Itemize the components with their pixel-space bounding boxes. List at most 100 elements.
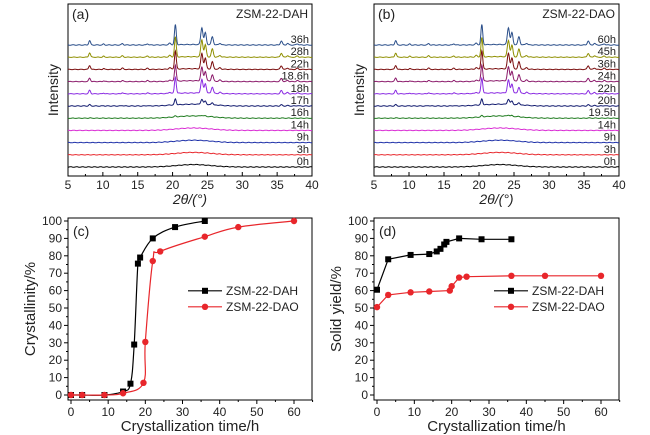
- xrd-curve-14h: [68, 127, 313, 132]
- panel-label: (a): [72, 6, 89, 22]
- curve-label: 3h: [297, 144, 309, 156]
- x-tick-label: 20: [445, 405, 459, 419]
- plot-frame: [67, 3, 313, 177]
- y-tick-label: 100: [42, 214, 62, 228]
- x-tick-label: 40: [520, 405, 534, 419]
- data-point: [134, 260, 141, 267]
- data-point: [433, 248, 440, 255]
- x-tick-label: 35: [577, 178, 591, 192]
- xrd-curve-14h: [374, 127, 620, 132]
- y-tick-label: 0: [361, 388, 368, 402]
- panel-c-crystallinity: 0 10 20 30 40 50 60 70 80 90 100 0 10 20 30 40 50 60 ZSM-…: [22, 214, 314, 435]
- xrd-curve-16h: [67, 114, 313, 119]
- legend-label: ZSM-22-DAH: [226, 284, 298, 298]
- y-tick-label: 70: [355, 266, 369, 280]
- data-point: [201, 218, 208, 224]
- x-tick-label: 40: [612, 178, 626, 192]
- x-tick-label: 30: [176, 405, 190, 419]
- data-point: [426, 251, 433, 258]
- data-point: [137, 254, 144, 261]
- x-axis-label: 2θ/(°): [172, 191, 207, 207]
- xrd-curve-60h: [374, 24, 620, 46]
- legend: ZSM-22-DAH ZSM-22-DAO: [188, 284, 299, 314]
- panel-label: (c): [73, 223, 89, 239]
- y-tick-label: 80: [49, 249, 63, 263]
- x-tick-label: 10: [101, 405, 115, 419]
- y-tick-label: 50: [355, 301, 369, 315]
- y-axis-label: Solid yield/%: [328, 266, 345, 352]
- curve-label: 22h: [598, 83, 616, 95]
- x-axis-label: 2θ/(°): [478, 191, 513, 207]
- data-point: [149, 257, 156, 265]
- xrd-curve-24h: [373, 63, 620, 83]
- x-tick-label: 20: [139, 405, 153, 419]
- x-tick-label: 5: [371, 178, 378, 192]
- x-tick-label: 50: [250, 405, 264, 419]
- y-tick-label: 20: [355, 353, 369, 367]
- data-point: [140, 379, 147, 387]
- data-point: [172, 224, 179, 231]
- y-tick-label: 40: [355, 318, 369, 332]
- x-axis-ticks: 5 10 15 20 25 30 35 40: [65, 172, 319, 192]
- curve-label: 16h: [291, 107, 309, 119]
- x-tick-label: 30: [542, 178, 556, 192]
- data-point: [541, 272, 549, 280]
- y-tick-label: 70: [49, 266, 63, 280]
- xrd-curve-0h: [374, 163, 620, 168]
- data-point: [78, 391, 86, 399]
- x-tick-label: 60: [287, 405, 301, 419]
- curve-label: 18.6h: [281, 71, 309, 83]
- y-tick-label: 40: [49, 318, 63, 332]
- plot-frame: [373, 217, 620, 401]
- legend-marker: [508, 287, 514, 294]
- data-point: [385, 291, 392, 299]
- xrd-curve-18h: [68, 75, 313, 95]
- axis-ticks: 0 10 20 30 40 50 60 70 80 90 100 0 10 20 30 40 50 60: [348, 214, 621, 419]
- xrd-curve-36h: [68, 24, 313, 46]
- y-tick-label: 30: [355, 336, 369, 350]
- legend-marker: [507, 303, 515, 310]
- curve-label: 17h: [291, 95, 309, 107]
- xrd-curve-0h: [68, 163, 313, 168]
- panel-label: (b): [378, 6, 395, 22]
- data-point: [67, 391, 75, 399]
- sample-title: ZSM-22-DAH: [236, 7, 308, 21]
- x-tick-label: 0: [68, 405, 75, 419]
- curve-label: 24h: [598, 71, 616, 83]
- data-point: [385, 256, 392, 263]
- x-tick-label: 25: [507, 178, 521, 192]
- xrd-curve-3h: [68, 151, 313, 156]
- xrd-curve-19.5h: [373, 114, 620, 119]
- xrd-curve-9h: [68, 139, 312, 144]
- data-point: [235, 223, 242, 231]
- data-point: [201, 233, 208, 240]
- data-point: [119, 390, 127, 397]
- data-point: [290, 217, 298, 225]
- y-tick-label: 20: [49, 353, 63, 367]
- data-point: [478, 236, 485, 243]
- curve-label: 20h: [598, 95, 616, 107]
- y-tick-label: 10: [355, 371, 369, 385]
- curve-label: 60h: [598, 34, 616, 46]
- data-point: [131, 341, 138, 348]
- xrd-curve-3h: [374, 151, 620, 156]
- x-tick-label: 40: [213, 405, 227, 419]
- data-point: [597, 272, 605, 280]
- data-point: [149, 235, 156, 242]
- xrd-curve-28h: [68, 36, 313, 58]
- curve-label: 9h: [297, 132, 309, 144]
- x-tick-label: 35: [270, 178, 284, 192]
- data-point: [127, 380, 134, 387]
- y-tick-label: 80: [355, 249, 369, 263]
- y-tick-label: 100: [348, 214, 368, 228]
- data-point: [373, 303, 381, 311]
- series: [67, 217, 298, 399]
- curve-label: 36h: [598, 58, 616, 70]
- y-tick-label: 10: [49, 371, 63, 385]
- y-tick-label: 30: [49, 336, 63, 350]
- panel-d-solid-yield: 0 10 20 30 40 50 60 70 80 90 100 0 10 20 30 40 50 60 ZSM-…: [328, 214, 621, 435]
- x-tick-label: 0: [374, 405, 381, 419]
